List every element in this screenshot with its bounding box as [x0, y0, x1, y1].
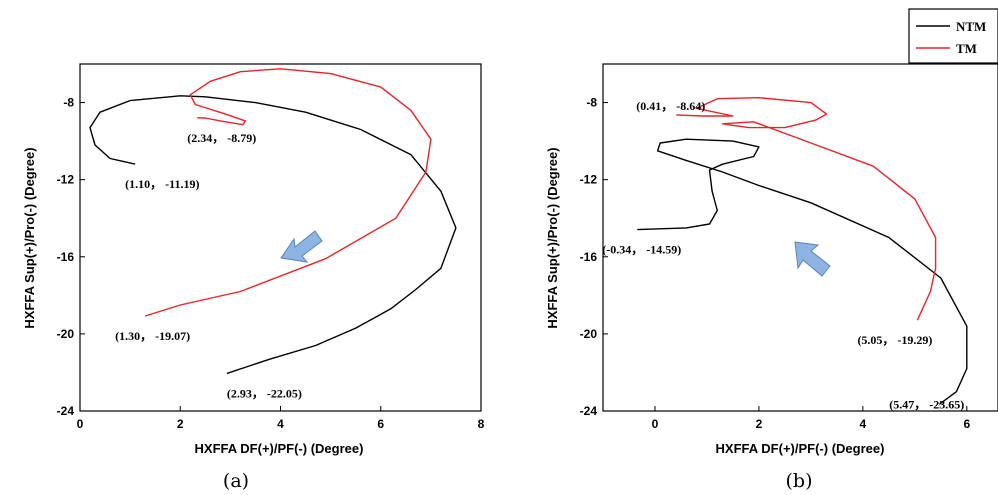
- y-tick-label: -16: [580, 250, 598, 264]
- y-tick-label: -24: [580, 404, 598, 418]
- y-tick-label: -12: [57, 173, 75, 187]
- legend-box: [908, 8, 998, 64]
- x-tick-label: 6: [377, 417, 384, 431]
- panel-label-a: (a): [223, 470, 249, 492]
- y-tick-label: -20: [57, 327, 75, 341]
- plot-frame-b: [602, 63, 998, 412]
- x-tick-label: 4: [860, 417, 867, 431]
- y-tick-label: -8: [63, 96, 74, 110]
- annotations-a: (2.34， -8.79) (1.10， -11.19) (1.30， -19.07…: [115, 131, 302, 401]
- trend-arrow-a: [280, 230, 323, 263]
- ticks-a: 0 2 4 6 8 -24 -20 -16 -12 -8: [57, 96, 485, 431]
- series-line-tm: [676, 96, 937, 321]
- data-label: (5.05， -19.29): [857, 333, 932, 347]
- series-b: [637, 96, 968, 405]
- x-tick-label: 6: [963, 417, 970, 431]
- series-a: [89, 68, 457, 375]
- series-line-ntm: [637, 138, 968, 405]
- panel-a: 0 2 4 6 8 -24 -20 -16 -12 -8 (2.34， -8.79) (1.10， …: [22, 63, 485, 492]
- series-line-ntm: [89, 95, 457, 375]
- y-tick-label: -24: [57, 404, 75, 418]
- data-label: (2.93， -22.05): [227, 386, 302, 400]
- x-axis-title-b: HXFFA DF(+)/PF(-) (Degree): [716, 441, 885, 456]
- legend-label-ntm: NTM: [956, 19, 986, 34]
- x-axis-title-a: HXFFA DF(+)/PF(-) (Degree): [195, 441, 364, 456]
- panel-label-b: (b): [786, 470, 813, 492]
- data-label: (-0.34， -14.59): [602, 243, 681, 257]
- y-axis-title-a: HXFFA Sup(+)/Pro(-) (Degree): [22, 147, 37, 328]
- data-label: (2.34， -8.79): [187, 131, 256, 145]
- data-label: (1.30， -19.07): [115, 329, 190, 343]
- data-label: (0.41， -8.64): [636, 99, 705, 113]
- trend-arrow-b: [794, 241, 831, 277]
- ticks-b: 0 2 4 6 -24 -20 -16 -12 -8: [580, 96, 971, 431]
- x-tick-label: 0: [77, 417, 84, 431]
- x-tick-label: 4: [277, 417, 284, 431]
- y-tick-label: -16: [57, 250, 75, 264]
- data-label: (1.10， -11.19): [125, 177, 199, 191]
- series-line-tm: [144, 68, 432, 317]
- panel-b: 0 2 4 6 -24 -20 -16 -12 -8 (0.41， -8.64) (-0.34， …: [545, 63, 998, 492]
- x-tick-label: 0: [652, 417, 659, 431]
- x-tick-label: 2: [756, 417, 763, 431]
- data-label: (5.47， -23.65): [889, 397, 964, 411]
- plot-frame-a: [79, 63, 482, 412]
- y-tick-label: -12: [580, 173, 598, 187]
- x-tick-label: 2: [177, 417, 184, 431]
- y-tick-label: -20: [580, 327, 598, 341]
- legend-label-tm: TM: [956, 41, 977, 56]
- annotations-b: (0.41， -8.64) (-0.34， -14.59) (5.05， -19.2…: [602, 99, 964, 411]
- y-tick-label: -8: [586, 96, 597, 110]
- legend: NTM TM: [908, 8, 998, 64]
- y-axis-title-b: HXFFA Sup(+)/Pro(-) (Degree): [545, 147, 560, 328]
- x-tick-label: 8: [478, 417, 485, 431]
